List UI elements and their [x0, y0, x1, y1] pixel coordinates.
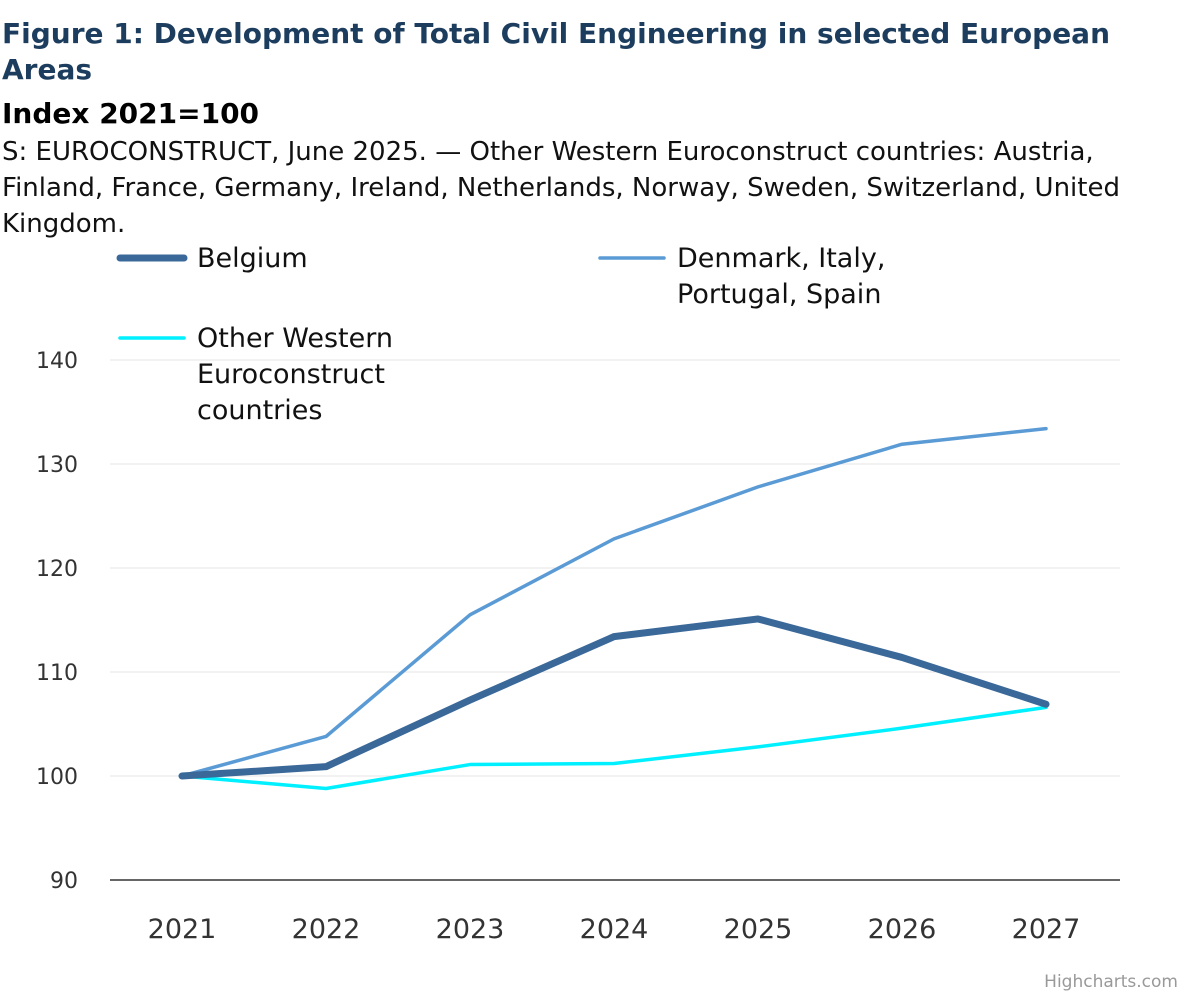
x-tick-label-2021: 2021	[148, 914, 217, 945]
chart-title: Figure 1: Development of Total Civil Eng…	[2, 17, 1111, 86]
x-axis: 2021 2022 2023 2024 2025 2026 2027	[110, 879, 1120, 945]
legend-label-1: Denmark, Italy, Portugal, Spain	[677, 243, 885, 310]
x-tick-label-2027: 2027	[1012, 914, 1081, 945]
y-axis: 90 100 110 120 130 140	[36, 349, 78, 894]
series-line-1	[180, 426, 1048, 778]
x-tick-label-2023: 2023	[436, 914, 505, 945]
x-tick-label-2022: 2022	[292, 914, 361, 945]
y-tick-label-140: 140	[36, 349, 78, 374]
legend-item-2[interactable]: Other Western Euroconstruct countries	[118, 323, 393, 426]
plot-area	[178, 426, 1050, 791]
x-tick-label-2025: 2025	[724, 914, 793, 945]
highcharts-credit[interactable]: Highcharts.com	[1044, 972, 1178, 992]
y-tick-label-130: 130	[36, 453, 78, 478]
chart-subtitle: Index 2021=100	[2, 97, 260, 130]
legend-label-0: Belgium	[197, 243, 308, 274]
y-tick-label-110: 110	[36, 661, 78, 686]
x-tick-label-2026: 2026	[868, 914, 937, 945]
x-tick-label-2024: 2024	[580, 914, 649, 945]
source-note: S: EUROCONSTRUCT, June 2025. — Other Wes…	[2, 137, 1120, 239]
legend-item-1[interactable]: Denmark, Italy, Portugal, Spain	[598, 243, 885, 310]
legend: Belgium Denmark, Italy, Portugal, Spain Oth…	[116, 243, 885, 426]
y-tick-label-90: 90	[50, 869, 78, 894]
legend-label-2: Other Western Euroconstruct countries	[197, 323, 393, 426]
y-tick-label-100: 100	[36, 765, 78, 790]
y-tick-label-120: 120	[36, 557, 78, 582]
series-line-0	[178, 615, 1050, 780]
legend-item-0[interactable]: Belgium	[116, 243, 308, 274]
